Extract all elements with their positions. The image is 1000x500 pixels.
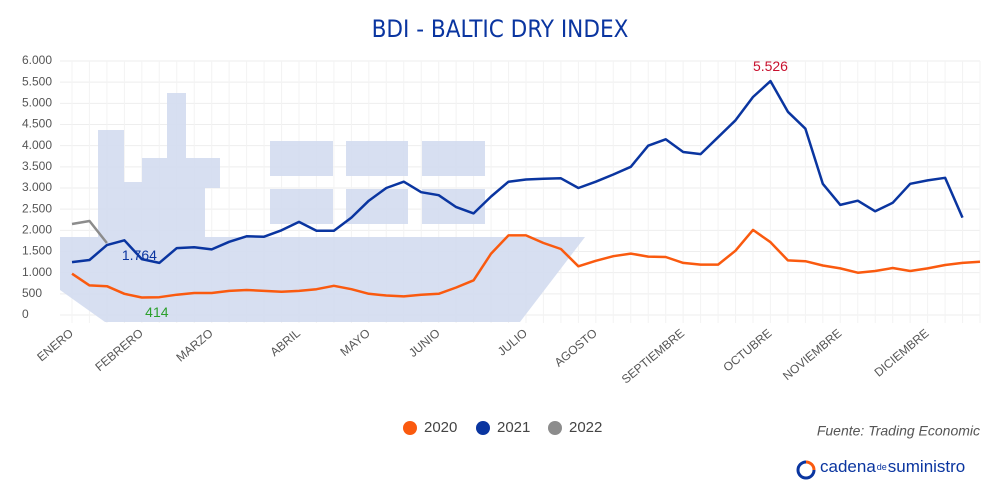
series-line [71, 79, 964, 265]
y-tick-label: 2.000 [22, 223, 52, 237]
y-tick-label: 5.000 [22, 96, 52, 110]
data-label: 1.764 [122, 247, 157, 263]
y-tick-label: 4.000 [22, 138, 52, 152]
legend-label: 2020 [424, 419, 457, 436]
brand-part: cadena [820, 457, 876, 476]
logo-icon [805, 460, 816, 471]
legend-marker [403, 421, 417, 435]
y-tick-label: 6.000 [22, 53, 52, 67]
legend-label: 2022 [569, 419, 602, 436]
y-tick-label: 4.500 [22, 117, 52, 131]
y-tick-label: 3.500 [22, 159, 52, 173]
y-tick-label: 5.500 [22, 74, 52, 88]
y-tick-label: 1.000 [22, 265, 52, 279]
data-label: 414 [145, 304, 169, 320]
logo-icon [796, 460, 816, 480]
brand-name: cadenadesuministro [820, 457, 965, 476]
y-tick-label: 1.500 [22, 244, 52, 258]
series-line [71, 228, 981, 299]
y-tick-label: 3.000 [22, 180, 52, 194]
series-line [71, 219, 108, 244]
y-tick-label: 0 [22, 307, 29, 321]
brand-logo: cadenadesuministro [796, 457, 965, 480]
data-label: 5.526 [753, 58, 788, 74]
y-tick-label: 500 [22, 286, 42, 300]
chart-title: BDI - BALTIC DRY INDEX [372, 15, 629, 43]
y-tick-label: 2.500 [22, 201, 52, 215]
legend-marker [476, 421, 490, 435]
source: Fuente: Trading Economic [817, 423, 980, 439]
legend-label: 2021 [497, 419, 530, 436]
legend-marker [548, 421, 562, 435]
brand-part: suministro [888, 457, 965, 476]
brand-part: de [877, 462, 887, 472]
